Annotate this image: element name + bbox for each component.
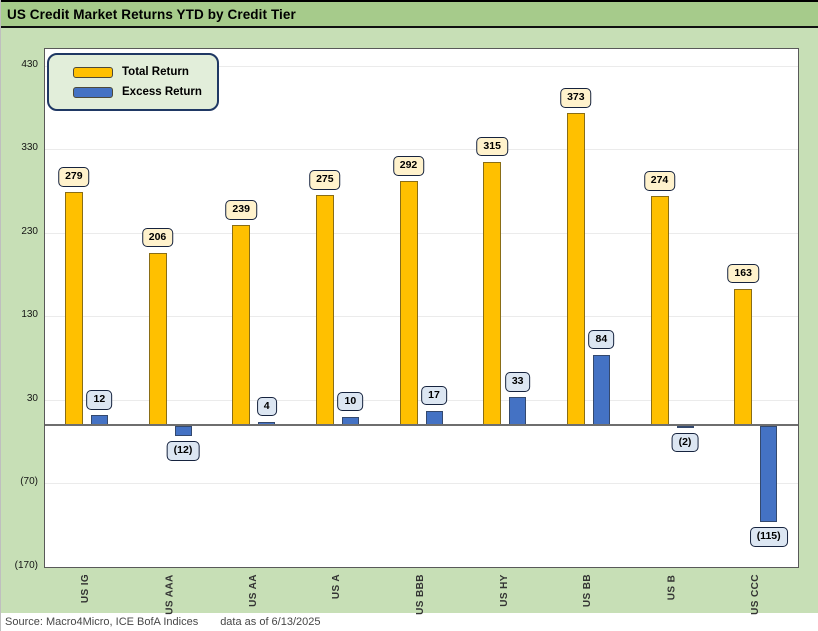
data-label: 373 (560, 88, 592, 108)
gridline (45, 232, 798, 234)
data-label: 239 (225, 200, 257, 220)
excess-return-bar (425, 410, 443, 425)
x-axis-category-label: US AAA (164, 573, 176, 615)
total-return-bar (148, 252, 167, 425)
source-bar: Source: Macro4Micro, ICE BofA Indices da… (1, 613, 818, 631)
total-return-swatch (73, 66, 113, 78)
as-of-text: data as of 6/13/2025 (220, 616, 321, 628)
chart-title: US Credit Market Returns YTD by Credit T… (7, 6, 296, 22)
data-label: (115) (749, 527, 788, 547)
gridline (45, 483, 798, 485)
y-axis-tick-label: 30 (26, 392, 38, 404)
chart-title-bar: US Credit Market Returns YTD by Credit T… (1, 0, 818, 28)
data-label: 12 (86, 389, 113, 410)
data-label: 10 (337, 391, 364, 412)
source-text: Source: Macro4Micro, ICE BofA Indices (5, 616, 199, 628)
data-label: 274 (643, 171, 676, 191)
legend-label-total-return: Total Return (122, 66, 189, 78)
y-axis-tick-label: (70) (20, 476, 38, 488)
total-return-bar (64, 191, 83, 425)
x-axis-category-label: US IG (80, 573, 92, 604)
x-axis-category-label: US B (665, 574, 677, 600)
excess-return-swatch (73, 86, 113, 98)
data-label: 206 (141, 227, 174, 248)
gridline (45, 149, 798, 151)
plot-area: 279 12 206 (12) 239 4 275 10 292 17 315 33 373 84 274 (… (44, 48, 799, 568)
data-label: 4 (256, 396, 277, 417)
y-axis-tick-label: 430 (21, 58, 38, 70)
data-label: 17 (421, 385, 447, 406)
chart-region: 279 12 206 (12) 239 4 275 10 292 17 315 33 373 84 274 (… (1, 28, 818, 615)
data-label: 33 (504, 372, 531, 393)
excess-return-bar (676, 425, 694, 428)
excess-return-bar (509, 397, 527, 425)
y-axis-tick-label: 230 (21, 225, 38, 237)
legend-item-total-return: Total Return (73, 66, 217, 78)
legend-item-excess-return: Excess Return (73, 86, 217, 98)
gridline (45, 65, 798, 67)
data-label: (12) (166, 440, 200, 461)
total-return-bar (232, 225, 251, 425)
excess-return-bar (760, 425, 778, 523)
x-axis-category-label: US BBB (414, 574, 426, 615)
excess-return-bar (592, 354, 610, 425)
data-label: 275 (309, 170, 341, 190)
data-label: 163 (727, 263, 759, 284)
total-return-bar (734, 288, 753, 425)
total-return-bar (483, 161, 502, 425)
x-axis-line (45, 423, 798, 426)
x-axis-category-label: US AA (247, 574, 259, 607)
x-axis-category-label: US A (331, 573, 343, 600)
total-return-bar (566, 113, 585, 425)
x-axis-category-label: US BB (582, 573, 594, 608)
excess-return-bar (174, 425, 192, 436)
x-axis-category-label: US HY (498, 574, 510, 607)
data-label: (2) (671, 432, 699, 453)
legend: Total Return Excess Return (47, 53, 219, 111)
data-label: 315 (476, 136, 508, 157)
total-return-bar (650, 196, 669, 425)
legend-label-excess-return: Excess Return (122, 86, 202, 98)
total-return-bar (315, 195, 334, 425)
data-label: 292 (392, 156, 425, 176)
data-label: 84 (588, 329, 615, 350)
gridline (45, 316, 798, 318)
total-return-bar (399, 181, 418, 425)
y-axis-tick-label: (170) (14, 560, 38, 571)
data-label: 279 (58, 166, 90, 187)
x-axis-category-label: US CCC (749, 574, 761, 615)
y-axis-tick-label: 130 (21, 309, 38, 321)
y-axis-tick-label: 330 (21, 142, 38, 154)
